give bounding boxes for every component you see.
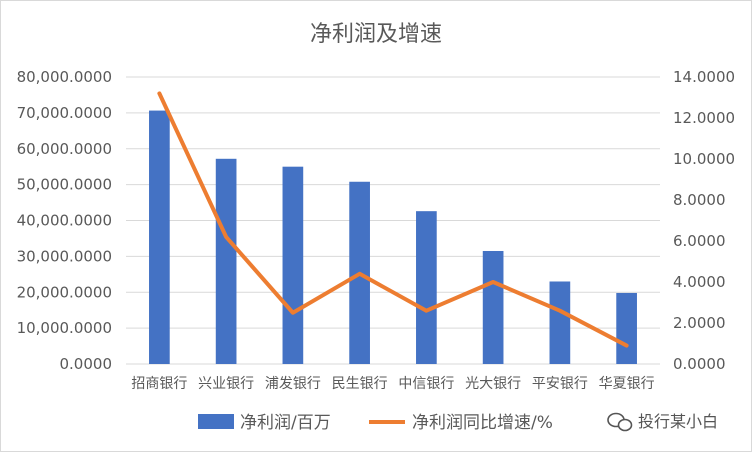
grid-lines (126, 76, 660, 365)
legend-swatch-bar (198, 414, 234, 429)
right-tick-label: 14.0000 (673, 68, 735, 86)
line-point (292, 312, 294, 314)
right-axis-ticks: 0.0000 2.0000 4.0000 6.0000 8.0000 10.0000 12.… (673, 68, 735, 373)
bar (416, 211, 437, 364)
left-axis-ticks: 0.0000 10,000.0000 20,000.0000 30,000.0000 4… (17, 68, 112, 373)
left-tick-label: 80,000.0000 (17, 68, 112, 86)
category-label: 浦发银行 (265, 376, 321, 392)
line-point (492, 281, 494, 283)
category-label: 华夏银行 (599, 376, 655, 392)
bar (215, 158, 237, 364)
legend: 净利润/百万 净利润同比增速/% (198, 413, 553, 433)
left-tick-label: 0.0000 (60, 355, 113, 373)
category-label: 兴业银行 (198, 376, 254, 392)
legend-label-bar: 净利润/百万 (240, 413, 331, 433)
right-tick-label: 10.0000 (673, 150, 735, 168)
watermark: 投行某小白 (607, 412, 718, 432)
category-label: 光大银行 (465, 376, 521, 392)
legend-label-line: 净利润同比增速/% (412, 413, 553, 433)
bar (282, 166, 304, 364)
category-label: 招商银行 (131, 376, 187, 392)
line-point (425, 310, 427, 312)
category-labels: 招商银行 兴业银行 浦发银行 民生银行 中信银行 光大银行 平安银行 华夏银行 (131, 376, 654, 392)
right-tick-label: 12.0000 (673, 109, 735, 127)
right-tick-label: 6.0000 (673, 232, 726, 250)
bar (616, 292, 637, 364)
watermark-text: 投行某小白 (638, 412, 718, 431)
left-tick-label: 70,000.0000 (17, 104, 112, 122)
line-point (559, 310, 561, 312)
chart-title: 净利润及增速 (310, 22, 442, 47)
right-tick-label: 8.0000 (673, 191, 726, 209)
category-label: 平安银行 (532, 376, 588, 392)
category-label: 民生银行 (332, 376, 388, 392)
left-tick-label: 30,000.0000 (17, 247, 112, 265)
left-tick-label: 50,000.0000 (17, 176, 112, 194)
left-tick-label: 10,000.0000 (17, 319, 112, 337)
left-tick-label: 40,000.0000 (17, 212, 112, 230)
bar (149, 110, 170, 364)
growth-line (157, 91, 629, 348)
bar-series (149, 110, 637, 364)
right-tick-label: 0.0000 (673, 355, 726, 373)
right-tick-label: 4.0000 (673, 273, 726, 291)
line-point (359, 273, 361, 275)
left-tick-label: 60,000.0000 (17, 140, 112, 158)
line-point (158, 92, 160, 94)
right-tick-label: 2.0000 (673, 314, 726, 332)
line-series (157, 91, 629, 348)
wechat-icon (607, 412, 633, 432)
line-point (626, 345, 628, 347)
line-point (225, 236, 227, 238)
left-tick-label: 20,000.0000 (17, 283, 112, 301)
bar (549, 281, 571, 364)
bar (482, 250, 504, 364)
category-label: 中信银行 (398, 376, 454, 392)
